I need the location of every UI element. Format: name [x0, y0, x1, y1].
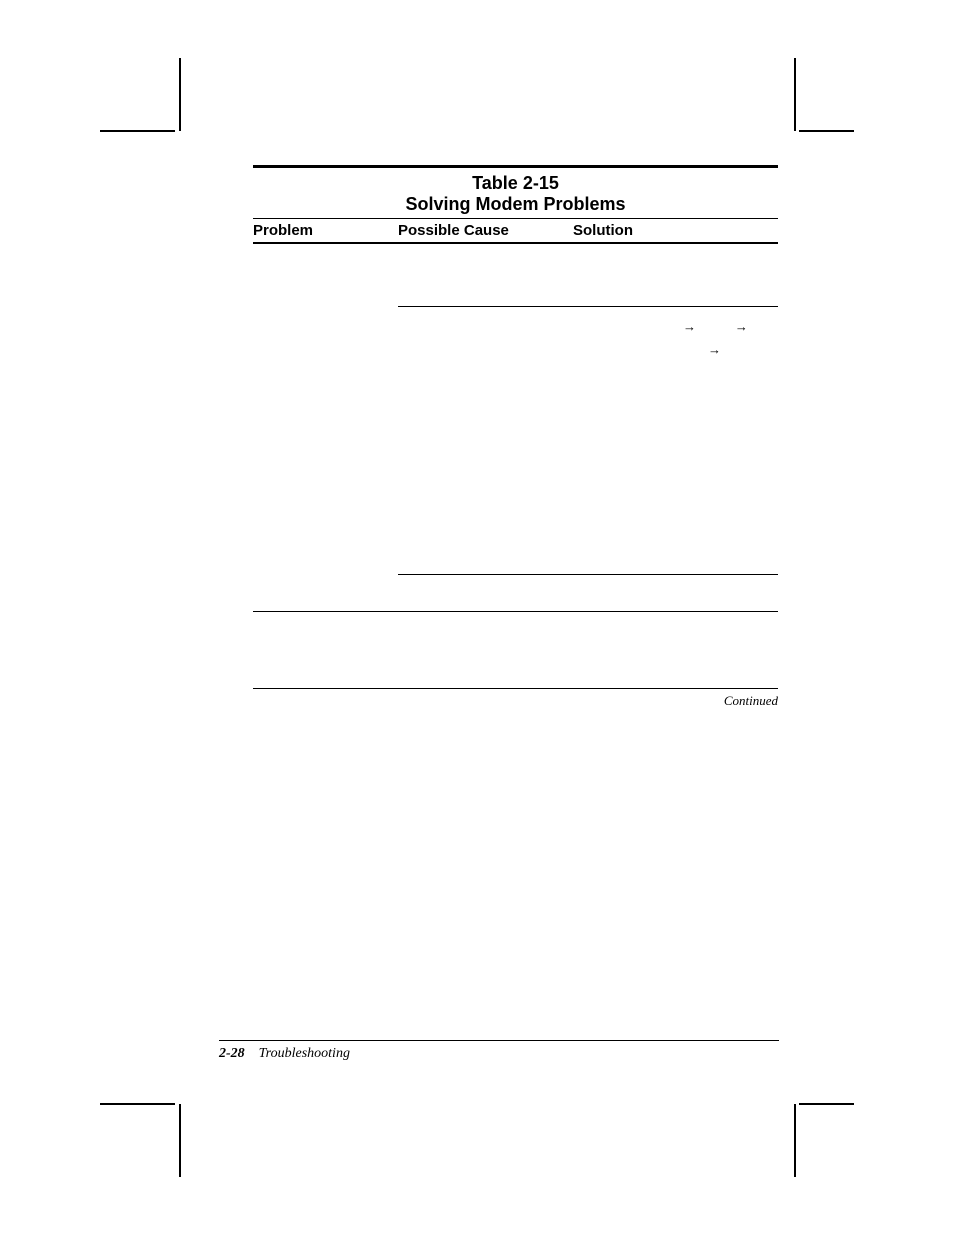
table-row: [253, 574, 778, 611]
cell-solution: → → →: [573, 306, 778, 574]
table-title-block: Table 2-15 Solving Modem Problems: [253, 168, 778, 218]
cell-solution: [573, 612, 778, 688]
crop-mark: [794, 1104, 796, 1177]
cell-problem: [253, 612, 398, 688]
cell-text: [573, 578, 778, 608]
arrow-icon: →: [683, 319, 696, 334]
cell-cause: [398, 574, 573, 611]
page-number: 2-28: [219, 1046, 245, 1061]
table-row: → → →: [253, 306, 778, 574]
table-number: Table 2-15: [253, 174, 778, 194]
table-row: [253, 612, 778, 688]
cell-problem: [253, 306, 398, 574]
crop-mark: [179, 58, 181, 131]
crop-mark: [100, 1103, 175, 1105]
table-title: Solving Modem Problems: [253, 194, 778, 215]
crop-mark: [179, 1104, 181, 1177]
cell-cause: [398, 612, 573, 688]
crop-mark: [799, 130, 854, 132]
cell-problem: [253, 244, 398, 306]
cell-text: [398, 247, 567, 263]
cell-text: → → →: [573, 310, 778, 571]
cell-cause: [398, 306, 573, 574]
crop-mark: [794, 58, 796, 131]
section-title: Troubleshooting: [259, 1046, 350, 1061]
cell-text: [398, 310, 567, 560]
cell-text: [253, 615, 392, 685]
column-header-problem: Problem: [253, 219, 398, 242]
crop-mark: [799, 1103, 854, 1105]
cell-text: [253, 247, 392, 263]
cell-solution: [573, 244, 778, 306]
footer-rule: [219, 1040, 779, 1041]
column-header-solution: Solution: [573, 219, 778, 242]
cell-text: [573, 615, 778, 631]
continued-label: Continued: [253, 689, 778, 709]
cell-text: [398, 615, 567, 631]
arrow-icon: →: [735, 319, 748, 334]
page-footer: 2-28 Troubleshooting: [219, 1046, 350, 1062]
cell-text: [398, 578, 567, 608]
column-header-cause: Possible Cause: [398, 219, 573, 242]
cell-text: [573, 247, 778, 273]
cell-problem: [253, 574, 398, 611]
crop-mark: [100, 130, 175, 132]
cell-solution: [573, 574, 778, 611]
cell-cause: [398, 244, 573, 306]
page-content: Table 2-15 Solving Modem Problems Proble…: [253, 165, 778, 709]
table-row: [253, 244, 778, 306]
table-header-row: Problem Possible Cause Solution: [253, 218, 778, 244]
arrow-icon: →: [708, 342, 721, 357]
